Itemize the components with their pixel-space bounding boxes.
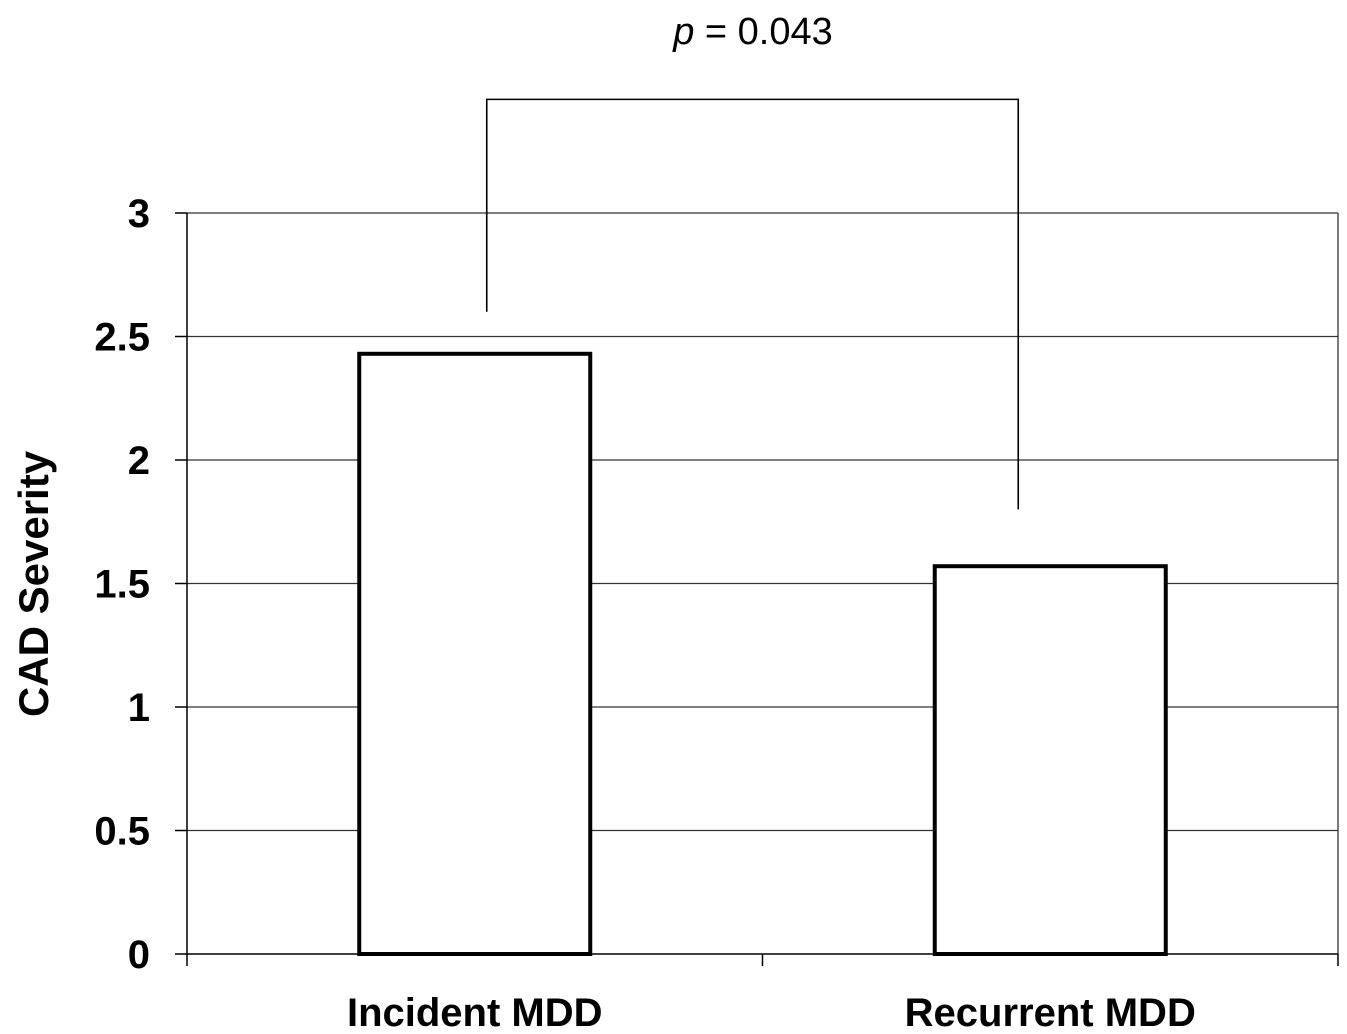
y-tick-label-4: 2 — [128, 439, 150, 483]
y-tick-label-3: 1.5 — [94, 563, 150, 607]
x-category-labels: Incident MDD Recurrent MDD — [347, 991, 1196, 1034]
y-tick-label-0: 0 — [128, 933, 150, 977]
bar-recurrent-mdd — [932, 564, 1168, 957]
significance-bracket — [485, 98, 1020, 510]
bar-incident-mdd — [357, 351, 593, 957]
p-value-symbol: p — [672, 11, 694, 53]
y-tick-label-2: 1 — [128, 686, 150, 730]
y-tick-labels: 0 0.5 1 1.5 2 2.5 3 — [94, 192, 150, 977]
p-value-text: = 0.043 — [694, 11, 832, 53]
y-axis-title: CAD Severity — [10, 450, 57, 717]
bars — [357, 351, 1168, 957]
y-tick-label-1: 0.5 — [94, 810, 150, 854]
y-tick-label-5: 2.5 — [94, 316, 150, 360]
x-category-label-0: Incident MDD — [347, 991, 603, 1034]
x-category-label-1: Recurrent MDD — [905, 991, 1196, 1034]
p-value-annotation: p = 0.043 — [672, 11, 833, 53]
y-tick-label-6: 3 — [128, 192, 150, 236]
significance-bracket-line — [485, 98, 1020, 510]
